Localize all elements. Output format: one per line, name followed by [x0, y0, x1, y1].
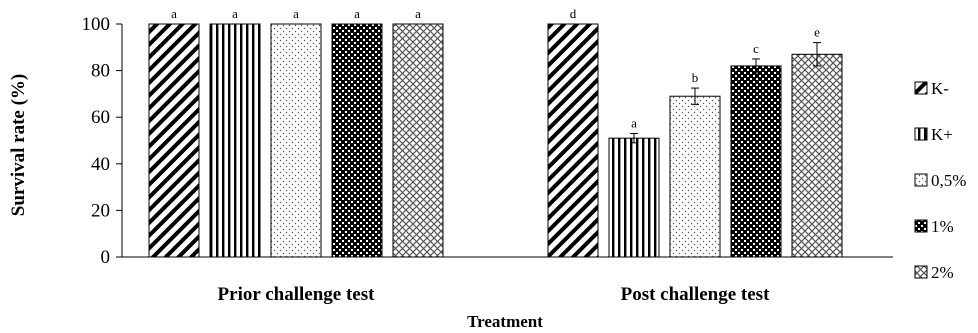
- significance-letter: c: [753, 41, 759, 56]
- legend-label: K-: [931, 79, 949, 98]
- significance-letter: a: [415, 6, 421, 21]
- significance-letter: d: [570, 6, 577, 21]
- significance-letter: a: [171, 6, 177, 21]
- y-tick-label: 20: [91, 200, 110, 221]
- bar-K-post: [608, 137, 660, 258]
- legend-swatch: [914, 81, 928, 95]
- x-category-label: Prior challenge test: [218, 284, 376, 305]
- legend-swatch: [914, 219, 928, 233]
- significance-letter: e: [814, 25, 820, 40]
- legend-swatch: [914, 127, 928, 141]
- legend-label: K+: [931, 125, 953, 144]
- legend: K- K+ 0,5% 1% 2%: [914, 79, 966, 282]
- legend-label: 2%: [931, 263, 954, 282]
- bar-05-prior: [270, 23, 322, 258]
- y-tick-label: 80: [91, 61, 110, 82]
- legend-label: 0,5%: [931, 171, 966, 190]
- significance-letter: a: [631, 116, 637, 131]
- bar-2-prior: [392, 23, 444, 258]
- y-tick-label: 40: [91, 154, 110, 175]
- y-tick-label: 0: [101, 247, 111, 268]
- bar-1-post: [730, 65, 782, 258]
- bars: a a a a a d a b c e: [148, 6, 843, 258]
- y-tick-label: 100: [82, 14, 111, 35]
- bar-1-prior: [331, 23, 383, 258]
- legend-swatch: [914, 265, 928, 279]
- significance-letter: b: [692, 70, 699, 85]
- bar-K-post: [547, 23, 599, 258]
- legend-label: 1%: [931, 217, 954, 236]
- legend-swatch: [914, 173, 928, 187]
- y-axis-title: Survival rate (%): [8, 74, 29, 216]
- x-category-label: Post challenge test: [621, 284, 770, 305]
- bar-2-post: [791, 53, 843, 258]
- significance-letter: a: [354, 6, 360, 21]
- bar-K-prior: [209, 23, 261, 258]
- significance-letter: a: [293, 6, 299, 21]
- bar-K-prior: [148, 23, 200, 258]
- bar-05-post: [669, 95, 721, 258]
- category-labels: Prior challenge test Post challenge test: [218, 284, 771, 305]
- significance-letter: a: [232, 6, 238, 21]
- x-axis-title: Treatment: [467, 312, 543, 331]
- y-tick-label: 60: [91, 107, 110, 128]
